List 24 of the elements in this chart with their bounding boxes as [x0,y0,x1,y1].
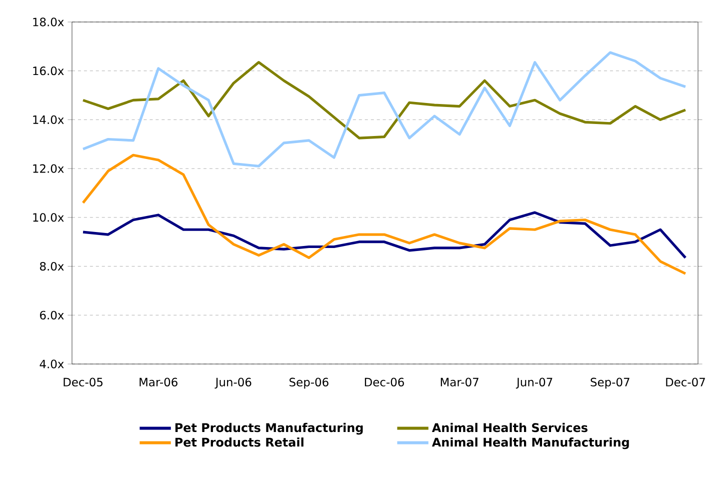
x-tick-label: Jun-07 [516,378,552,389]
legend-label: Animal Health Services [432,422,588,432]
y-tick-label: 8.0x [40,262,64,271]
line-series [82,154,687,275]
x-tick-label: Dec-07 [666,378,705,386]
y-tick-label: 14.0x [33,115,64,124]
x-tick-label: Mar-07 [440,378,478,386]
x-tick-label: Jun-06 [214,378,252,389]
legend-label: Animal Health Manufacturing [432,437,629,450]
x-tick-label: Dec-05 [64,378,102,386]
x-tick-label: Mar-06 [140,378,178,386]
x-tick-label: Sep-07 [590,378,630,389]
y-tick-label: 10.0x [33,213,64,222]
line-series [82,211,687,260]
y-tick-label: 4.0x [40,360,64,368]
x-tick-label: Dec-06 [364,378,404,386]
y-tick-label: 6.0x [40,310,64,320]
y-tick-label: 16.0x [33,66,64,76]
line-series [82,51,687,168]
x-tick-label: Sep-06 [290,378,328,389]
legend-label: Pet Products Manufacturing [175,422,363,435]
legend-label: Pet Products Retail [175,437,304,447]
y-tick-label: 18.0x [33,18,64,26]
y-tick-label: 12.0x [33,164,64,173]
